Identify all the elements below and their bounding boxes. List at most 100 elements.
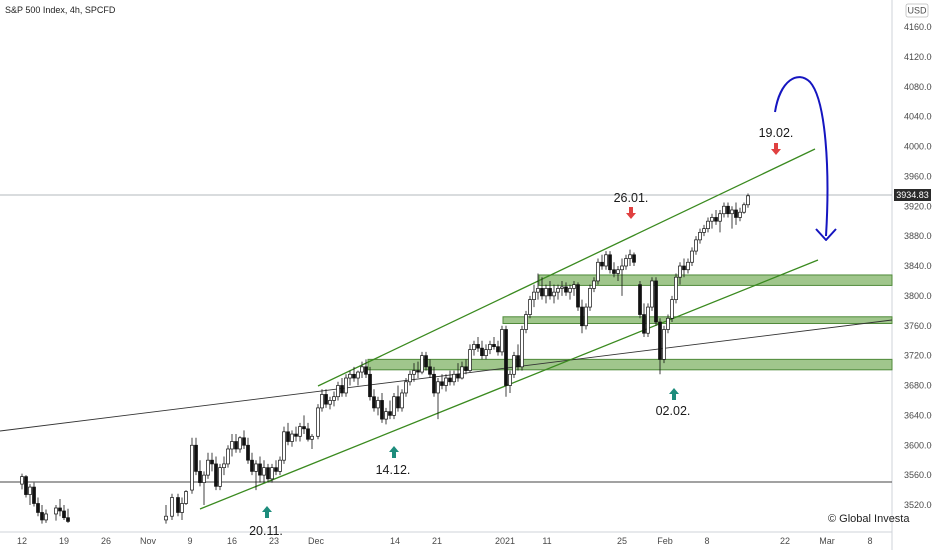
candle-body <box>226 448 230 465</box>
y-tick-label: 3600.00 <box>904 440 932 450</box>
candle-body <box>324 394 328 405</box>
candle-body <box>270 467 274 480</box>
candle-body <box>20 476 24 485</box>
x-tick-label: 16 <box>227 536 237 546</box>
annotation-label: 02.02. <box>656 404 691 418</box>
candle-body <box>512 355 516 375</box>
candle-body <box>242 437 246 446</box>
candle-body <box>516 355 520 368</box>
y-tick-label: 4080.00 <box>904 82 932 92</box>
y-tick-label: 3560.00 <box>904 470 932 480</box>
candle-body <box>642 314 646 334</box>
candle-body <box>258 463 262 476</box>
candle-body <box>726 205 730 215</box>
candle-body <box>32 486 36 504</box>
candle-body <box>206 459 210 476</box>
support-zone <box>538 274 893 286</box>
candle-body <box>412 370 416 375</box>
candles-group <box>20 193 750 524</box>
candle-body <box>286 431 290 442</box>
candle-body <box>428 366 432 375</box>
candle-body <box>40 512 44 521</box>
candle-body <box>628 254 632 259</box>
arrow-up-icon <box>389 446 399 458</box>
candle-body <box>246 444 250 461</box>
candle-body <box>686 261 690 271</box>
candle-body <box>66 517 70 522</box>
candle-body <box>336 385 340 398</box>
candle-body <box>352 373 356 379</box>
candle-body <box>678 265 682 278</box>
candle-body <box>432 373 436 394</box>
annotation-label: 14.12. <box>376 463 411 477</box>
candle-body <box>294 433 298 437</box>
candle-body <box>444 377 448 386</box>
x-tick-label: 8 <box>704 536 709 546</box>
y-tick-label: 4040.00 <box>904 112 932 122</box>
candle-body <box>440 381 444 386</box>
candle-body <box>262 467 266 476</box>
candle-body <box>504 329 508 386</box>
candle-body <box>674 276 678 300</box>
candle-body <box>612 269 616 274</box>
candle-body <box>596 261 600 282</box>
candle-body <box>544 288 548 297</box>
candle-body <box>706 220 710 230</box>
candle-body <box>650 280 654 308</box>
x-tick-label: 8 <box>867 536 872 546</box>
candle-body <box>572 284 576 289</box>
x-tick-label: 26 <box>101 536 111 546</box>
candle-body <box>416 370 420 373</box>
candle-body <box>404 381 408 394</box>
candle-body <box>176 497 180 513</box>
candle-body <box>540 288 544 297</box>
candle-body <box>662 329 666 360</box>
candle-body <box>658 321 662 360</box>
candle-body <box>472 344 476 351</box>
candle-body <box>576 284 580 308</box>
candle-body <box>290 433 294 442</box>
x-tick-label: 19 <box>59 536 69 546</box>
candle-body <box>464 366 468 371</box>
candle-body <box>666 317 670 330</box>
candle-body <box>654 280 658 323</box>
y-tick-label: 3520.00 <box>904 500 932 510</box>
candle-body <box>584 306 588 327</box>
arrow-down-icon <box>771 143 781 155</box>
candle-body <box>376 400 380 409</box>
candle-body <box>500 329 504 353</box>
candle-body <box>250 459 254 472</box>
candle-body <box>316 407 320 437</box>
candle-body <box>54 507 58 515</box>
candle-body <box>476 344 480 349</box>
candle-body <box>408 373 412 383</box>
y-tick-label: 3680.00 <box>904 381 932 391</box>
candle-body <box>480 347 484 356</box>
arrow-up-icon <box>262 506 272 518</box>
candle-body <box>484 349 488 356</box>
candle-body <box>388 411 392 416</box>
candle-body <box>238 437 242 450</box>
x-tick-label: Dec <box>308 536 325 546</box>
candle-body <box>344 377 348 394</box>
candle-body <box>508 373 512 386</box>
candle-body <box>448 377 452 383</box>
projection-arrowhead <box>815 228 837 241</box>
candle-body <box>234 441 238 450</box>
candle-body <box>646 306 650 334</box>
candle-body <box>746 195 750 206</box>
candle-body <box>600 261 604 267</box>
candle-body <box>24 476 28 495</box>
x-tick-label: Mar <box>819 536 835 546</box>
candle-body <box>164 515 168 521</box>
candle-body <box>266 467 270 480</box>
annotation-label: 26.01. <box>614 191 649 205</box>
x-tick-label: 12 <box>17 536 27 546</box>
candle-body <box>282 431 286 461</box>
candle-body <box>28 486 32 495</box>
candle-body <box>670 299 674 319</box>
candle-body <box>36 503 40 513</box>
candle-body <box>254 463 258 472</box>
candle-body <box>380 400 384 420</box>
